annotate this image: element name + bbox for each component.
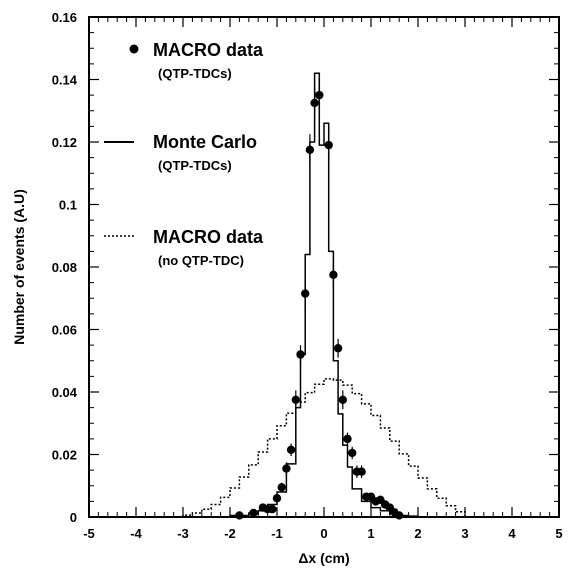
data-point: [333, 344, 343, 353]
y-tick-label: 0.14: [52, 73, 78, 88]
y-axis-title: Number of events (A.U): [11, 189, 27, 345]
legend-sublabel-macro-data: (QTP-TDCs): [158, 66, 232, 81]
y-tick-label: 0.04: [52, 385, 78, 400]
data-point: [291, 395, 300, 405]
ticks-layer: -5 -4 -3 -2 -1 0 1 2 3 4 5 0 0.02 0.04 0.06 0.08 0.1 0.12…: [52, 10, 563, 541]
legend-label-macro-data: MACRO data: [153, 40, 264, 60]
y-tick-label: 0.08: [52, 260, 77, 275]
legend-label-macro-data-no-qtp: MACRO data: [153, 227, 264, 247]
legend: MACRO data (QTP-TDCs) Monte Carlo (QTP-T…: [104, 40, 264, 268]
series-layer: [182, 72, 466, 520]
x-tick-label: -5: [83, 526, 95, 541]
legend-sublabel-macro-data-no-qtp: (no QTP-TDC): [158, 253, 244, 268]
data-point: [286, 445, 296, 455]
x-tick-label: -4: [130, 526, 142, 541]
data-point: [277, 483, 286, 492]
x-tick-label: 3: [461, 526, 468, 541]
x-axis-title: Δx (cm): [298, 550, 349, 566]
y-tick-label: 0.16: [52, 10, 77, 25]
x-tick-label: 5: [555, 526, 562, 541]
data-point: [343, 434, 352, 444]
dotted-histogram-line: [182, 378, 466, 517]
monte-carlo-histogram-line: [229, 72, 419, 517]
legend-label-monte-carlo: Monte Carlo: [153, 132, 257, 152]
y-tick-label: 0.1: [59, 198, 77, 213]
x-tick-label: -1: [271, 526, 283, 541]
x-tick-label: 2: [414, 526, 421, 541]
x-tick-label: 0: [320, 526, 327, 541]
x-tick-label: -2: [224, 526, 236, 541]
data-point: [357, 467, 366, 476]
y-tick-label: 0.12: [52, 135, 77, 150]
data-point: [249, 508, 258, 518]
data-point: [268, 504, 277, 514]
y-tick-label: 0.02: [52, 448, 77, 463]
x-tick-label: 4: [508, 526, 516, 541]
y-tick-label: 0.06: [52, 323, 77, 338]
x-tick-label: -3: [177, 526, 189, 541]
data-point: [338, 395, 347, 405]
y-tick-label: 0: [70, 510, 77, 525]
legend-sublabel-monte-carlo: (QTP-TDCs): [158, 158, 232, 173]
data-point: [348, 448, 357, 458]
x-tick-label: 1: [367, 526, 374, 541]
legend-marker-points: [129, 44, 139, 54]
